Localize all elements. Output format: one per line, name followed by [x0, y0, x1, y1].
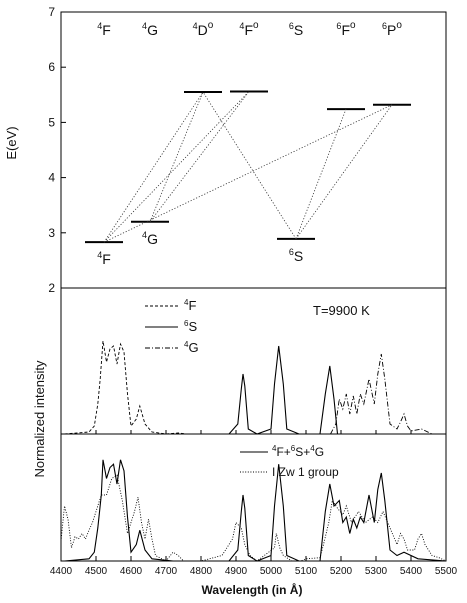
wavelength-tick-label: 4400: [50, 566, 73, 577]
column-header: 4F: [97, 21, 111, 38]
legend-label: 4F: [184, 298, 196, 313]
transition-line: [202, 91, 297, 240]
energy-tick-label: 5: [48, 115, 55, 129]
transition-line: [295, 104, 393, 240]
wavelength-tick-label: 5000: [260, 566, 283, 577]
temperature-annotation: T=9900 K: [313, 303, 370, 318]
column-header: 4Do: [193, 20, 214, 38]
energy-tick-label: 3: [48, 226, 55, 240]
legend-label: 4G: [184, 340, 199, 355]
wavelength-tick-label: 5400: [400, 566, 423, 577]
transition-line: [149, 91, 250, 223]
column-header: 6S: [289, 21, 303, 38]
wavelength-tick-label: 4800: [190, 566, 213, 577]
series-line-I Zw 1 group: [60, 474, 447, 562]
level-label-4G: 4G: [142, 230, 158, 247]
transition-line: [103, 91, 250, 243]
transition-line: [295, 109, 347, 240]
wavelength-tick-label: 5300: [365, 566, 388, 577]
column-header: 4G: [142, 21, 158, 38]
legend-label: 6S: [184, 319, 197, 334]
wavelength-tick-label: 5100: [295, 566, 318, 577]
wavelength-tick-label: 4900: [225, 566, 248, 577]
transition-line: [103, 104, 393, 243]
series-line-4F: [64, 340, 201, 435]
level-label-4F: 4F: [97, 250, 111, 267]
series-line-6S: [228, 345, 339, 435]
column-header: 6Po: [382, 20, 402, 38]
energy-tick-label: 2: [48, 281, 55, 295]
legend-label: I Zw 1 group: [272, 465, 339, 479]
transition-line: [149, 91, 204, 222]
energy-tick-label: 7: [48, 5, 55, 19]
series-line-4F+6S+4G: [64, 459, 447, 562]
column-header: 6Fo: [336, 20, 356, 38]
wavelength-tick-label: 4600: [120, 566, 143, 577]
energy-tick-label: 6: [48, 60, 55, 74]
intensity-axis-title: Normalized intensity: [32, 360, 47, 478]
wavelength-tick-label: 5500: [435, 566, 458, 577]
energy-axis-title: E(eV): [4, 126, 19, 159]
wavelength-tick-label: 4700: [155, 566, 178, 577]
energy-tick-label: 4: [48, 171, 55, 185]
legend-label: 4F+6S+4G: [272, 444, 324, 459]
spectrum-components-plot: 4F 6S 4G: [60, 287, 447, 435]
top-panel-frame: [60, 11, 447, 289]
bottom-panel-frame: [60, 433, 447, 562]
level-label-6S: 6S: [289, 247, 303, 264]
series-line-4G: [330, 353, 433, 435]
wavelength-axis-title: Wavelength (in Å): [202, 582, 303, 597]
energy-level-diagram: 2 3 4 5 6 7 4F 4G 4Do 4Fo 6S 6Fo 6Po 4F 4G 6S: [48, 5, 447, 295]
transition-line: [103, 91, 204, 243]
spectrum-comparison-plot: 4400 4500 4600 4700 4800 4900 5000 5100 5200 5300…: [50, 430, 458, 577]
wavelength-tick-label: 4500: [85, 566, 108, 577]
wavelength-tick-label: 5200: [330, 566, 353, 577]
column-header: 4Fo: [239, 20, 259, 38]
